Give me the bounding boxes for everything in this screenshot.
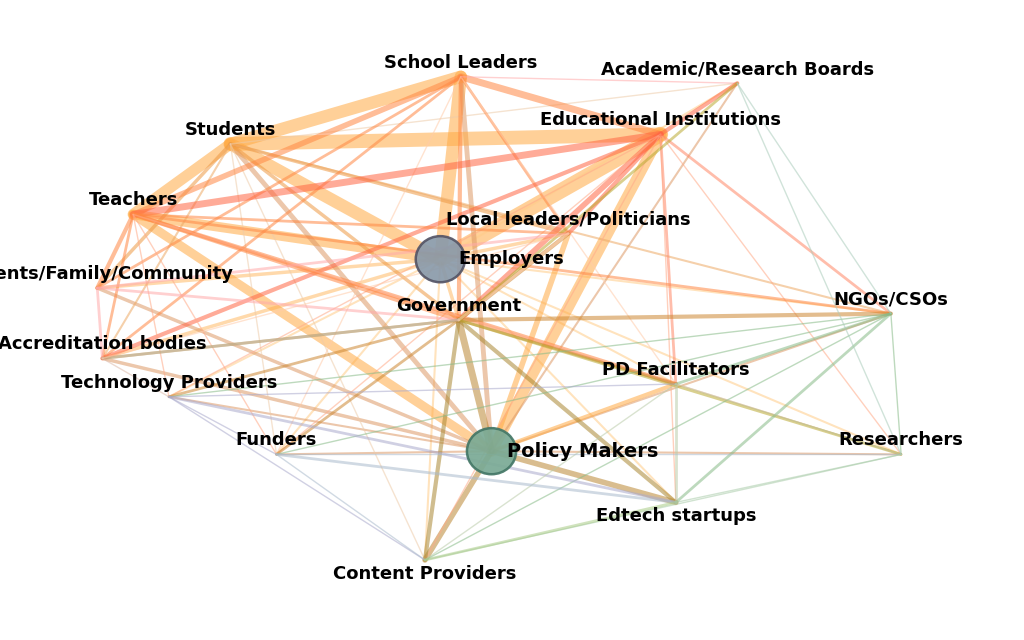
Text: School Leaders: School Leaders — [384, 54, 538, 72]
Text: Government: Government — [396, 297, 521, 315]
Text: Parents/Family/Community: Parents/Family/Community — [0, 265, 233, 283]
Ellipse shape — [467, 428, 516, 474]
Text: PD Facilitators: PD Facilitators — [602, 361, 750, 379]
Text: Technology Providers: Technology Providers — [60, 374, 278, 392]
Text: Teachers: Teachers — [88, 191, 178, 209]
Text: Local leaders/Politicians: Local leaders/Politicians — [446, 211, 690, 228]
Text: Educational Institutions: Educational Institutions — [540, 111, 781, 129]
Text: Academic/Research Boards: Academic/Research Boards — [601, 60, 873, 78]
Text: Policy Makers: Policy Makers — [507, 442, 658, 461]
Text: Funders: Funders — [236, 431, 317, 449]
Ellipse shape — [416, 236, 465, 282]
Text: NGOs/CSOs: NGOs/CSOs — [834, 291, 948, 308]
Text: Accreditation bodies: Accreditation bodies — [0, 335, 207, 353]
Text: Content Providers: Content Providers — [333, 565, 517, 583]
Text: Employers: Employers — [459, 250, 564, 268]
Text: Edtech startups: Edtech startups — [596, 508, 756, 525]
Text: Students: Students — [184, 121, 276, 139]
Text: Researchers: Researchers — [839, 431, 964, 449]
